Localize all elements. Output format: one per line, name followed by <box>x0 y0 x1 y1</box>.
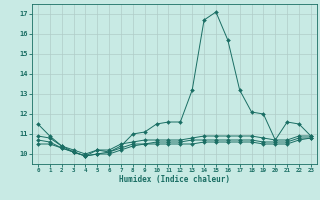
X-axis label: Humidex (Indice chaleur): Humidex (Indice chaleur) <box>119 175 230 184</box>
